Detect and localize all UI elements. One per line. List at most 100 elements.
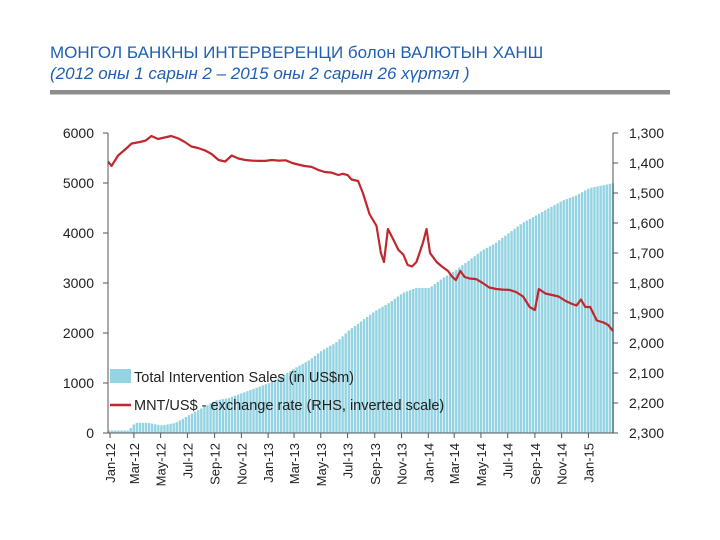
intervention-bar bbox=[568, 197, 572, 433]
intervention-bar bbox=[243, 392, 246, 433]
intervention-bar bbox=[187, 415, 191, 433]
intervention-bar bbox=[531, 217, 535, 433]
intervention-bar bbox=[163, 425, 166, 433]
intervention-bar bbox=[482, 249, 486, 433]
intervention-bar bbox=[221, 399, 225, 433]
intervention-bar bbox=[534, 215, 538, 433]
intervention-bar bbox=[135, 423, 139, 433]
intervention-bar bbox=[421, 288, 424, 433]
slide-title-sub: (2012 оны 1 сарын 2 – 2015 оны 2 сарын 2… bbox=[50, 64, 470, 83]
intervention-bar bbox=[233, 395, 237, 433]
intervention-bar bbox=[160, 425, 163, 433]
intervention-bar bbox=[580, 192, 584, 433]
intervention-bar bbox=[169, 423, 172, 433]
bars-layer bbox=[108, 183, 615, 433]
intervention-bar bbox=[329, 345, 332, 433]
x-tick-label: Jul-13 bbox=[341, 443, 356, 478]
intervention-bar bbox=[310, 358, 314, 433]
intervention-bar bbox=[227, 398, 231, 433]
intervention-bar bbox=[209, 403, 212, 433]
intervention-bar bbox=[448, 273, 452, 433]
intervention-bar bbox=[381, 306, 384, 433]
intervention-bar bbox=[608, 183, 612, 433]
intervention-bar bbox=[402, 292, 406, 433]
intervention-bar bbox=[470, 258, 473, 433]
intervention-bar bbox=[326, 347, 329, 433]
intervention-bar bbox=[313, 355, 317, 433]
x-tick-label: Jul-14 bbox=[501, 443, 516, 478]
intervention-bar bbox=[494, 242, 498, 433]
intervention-bar bbox=[157, 424, 160, 433]
intervention-bar bbox=[289, 370, 292, 433]
x-tick-label: Jan-14 bbox=[421, 443, 436, 483]
intervention-bar bbox=[218, 399, 221, 433]
right-tick-label: 1,900 bbox=[629, 305, 664, 321]
intervention-bar bbox=[359, 321, 363, 433]
intervention-bar bbox=[215, 400, 218, 433]
intervention-bar bbox=[427, 288, 430, 433]
intervention-bar bbox=[129, 428, 132, 433]
intervention-bar bbox=[519, 224, 522, 433]
intervention-bar bbox=[114, 430, 117, 433]
intervention-bar bbox=[375, 310, 378, 433]
left-tick-label: 6000 bbox=[63, 125, 94, 141]
intervention-bar bbox=[408, 290, 412, 433]
intervention-bar bbox=[141, 423, 145, 433]
intervention-bar bbox=[144, 423, 148, 433]
right-tick-label: 1,600 bbox=[629, 215, 664, 231]
intervention-bar bbox=[117, 430, 120, 433]
intervention-bar bbox=[516, 226, 519, 433]
intervention-bar bbox=[565, 199, 569, 433]
x-tick-label: Sep-13 bbox=[368, 443, 383, 485]
intervention-bar bbox=[304, 362, 307, 433]
intervention-bar bbox=[301, 363, 304, 433]
intervention-bar bbox=[436, 281, 440, 433]
intervention-bar bbox=[559, 201, 562, 433]
intervention-bar bbox=[138, 423, 142, 433]
intervention-bar bbox=[316, 353, 320, 433]
intervention-bar bbox=[261, 385, 264, 433]
intervention-bar bbox=[485, 247, 489, 433]
x-tick-label: May-14 bbox=[474, 443, 489, 486]
intervention-bar bbox=[230, 396, 234, 433]
intervention-bar bbox=[504, 235, 507, 433]
intervention-bar bbox=[362, 319, 366, 433]
intervention-bar bbox=[132, 424, 135, 433]
intervention-bar bbox=[525, 220, 529, 433]
right-tick-label: 2,000 bbox=[629, 335, 664, 351]
intervention-bar bbox=[599, 185, 602, 433]
intervention-bar bbox=[279, 376, 283, 433]
intervention-bar bbox=[602, 185, 605, 433]
intervention-bar bbox=[476, 253, 479, 433]
intervention-bar bbox=[249, 390, 252, 433]
intervention-bar bbox=[319, 351, 323, 433]
intervention-bar bbox=[184, 417, 188, 433]
intervention-bar bbox=[405, 291, 409, 433]
intervention-bar bbox=[544, 210, 547, 433]
intervention-bar bbox=[154, 424, 157, 433]
intervention-bar bbox=[255, 387, 258, 433]
intervention-bar bbox=[464, 263, 467, 433]
x-tick-label: May-12 bbox=[154, 443, 169, 486]
x-tick-label: Nov-14 bbox=[555, 443, 570, 485]
intervention-bar bbox=[458, 267, 461, 433]
x-tick-label: Nov-12 bbox=[234, 443, 249, 485]
intervention-bar bbox=[224, 398, 228, 433]
intervention-bar bbox=[587, 188, 590, 433]
x-tick-label: Jan-12 bbox=[103, 443, 118, 483]
intervention-bar bbox=[584, 190, 587, 433]
intervention-bar bbox=[126, 430, 129, 433]
intervention-bar bbox=[178, 420, 182, 433]
intervention-bar bbox=[295, 367, 298, 433]
intervention-bar bbox=[473, 256, 476, 433]
right-tick-label: 1,500 bbox=[629, 185, 664, 201]
x-tick-label: Jan-15 bbox=[581, 443, 596, 483]
left-tick-label: 1000 bbox=[63, 375, 94, 391]
intervention-bar bbox=[111, 430, 114, 433]
intervention-bar bbox=[200, 408, 203, 433]
intervention-bar bbox=[322, 349, 326, 433]
intervention-bar bbox=[605, 184, 608, 433]
slide-title-main: МОНГОЛ БАНКНЫ ИНТЕРВЕРЕНЦИ болон ВАЛЮТЫН… bbox=[50, 43, 544, 62]
x-tick-label: Mar-13 bbox=[287, 443, 302, 484]
intervention-bar bbox=[341, 336, 344, 433]
